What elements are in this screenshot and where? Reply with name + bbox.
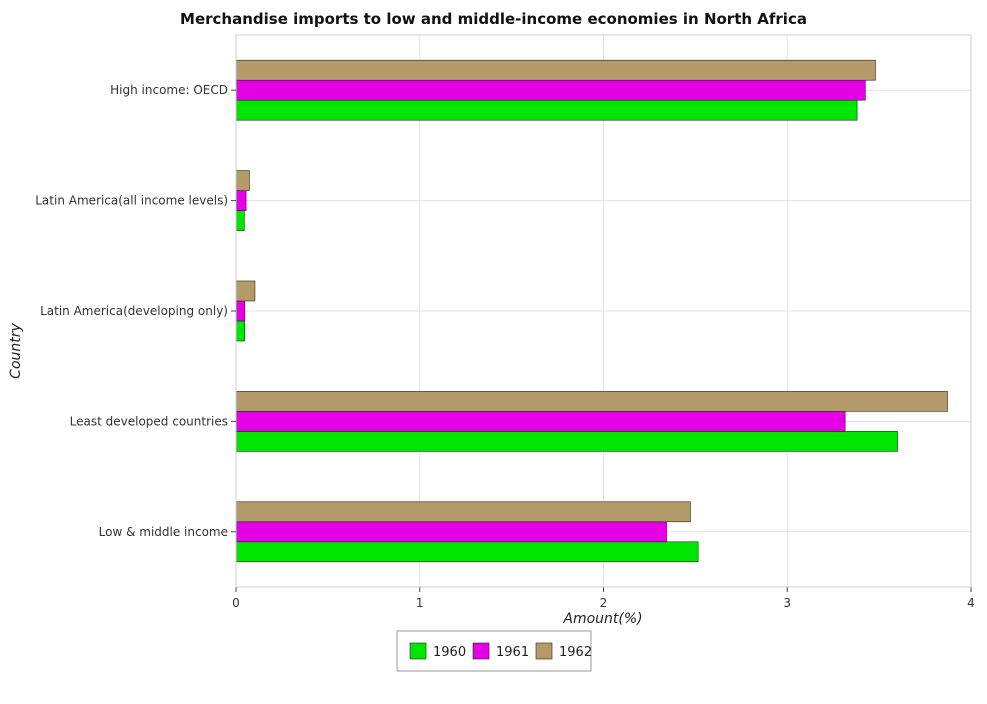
x-tick-label: 1 xyxy=(416,596,424,610)
bar-1962-0 xyxy=(235,59,876,81)
legend-label-1962: 1962 xyxy=(559,645,592,660)
bar-1962-2 xyxy=(235,280,256,302)
bar-1960-2 xyxy=(235,320,245,342)
bar-1961-3 xyxy=(235,411,846,432)
x-tick-label: 3 xyxy=(783,596,791,610)
bar-1960-4 xyxy=(235,541,699,563)
y-tick-label: Least developed countries xyxy=(70,414,228,428)
bar-1961-2 xyxy=(235,300,246,322)
x-tick-label: 4 xyxy=(967,596,975,610)
axes-layer: 0 1 2 3 4 High income: OECD Latin America(all … xyxy=(35,34,975,610)
legend-box xyxy=(396,630,592,672)
bar-1960-1 xyxy=(235,210,245,231)
x-tick-label: 2 xyxy=(600,596,608,610)
legend-swatch-1962 xyxy=(535,642,553,660)
legend-label-1960: 1960 xyxy=(433,645,466,660)
bar-1961-4 xyxy=(235,521,667,543)
bar-1962-3 xyxy=(235,391,948,412)
y-tick-label: Low & middle income xyxy=(99,525,228,539)
legend-swatch-1960 xyxy=(409,642,427,660)
y-tick-label: Latin America(all income levels) xyxy=(35,194,228,208)
y-tick-label: High income: OECD xyxy=(110,83,228,97)
y-axis-label: Country xyxy=(8,322,24,378)
bar-1960-3 xyxy=(235,431,898,452)
bar-1960-0 xyxy=(235,99,858,121)
legend: 1960 1961 1962 xyxy=(396,630,592,672)
bar-1961-1 xyxy=(235,190,247,211)
chart-title: Merchandise imports to low and middle-in… xyxy=(180,10,807,28)
bar-1962-1 xyxy=(235,170,250,191)
bar-1962-4 xyxy=(235,501,691,523)
bar-1961-0 xyxy=(235,79,866,101)
legend-swatch-1961 xyxy=(472,642,490,660)
x-axis-label: Amount(%) xyxy=(562,611,642,627)
bars-layer xyxy=(235,59,948,563)
y-tick-label: Latin America(developing only) xyxy=(40,304,228,318)
x-tick-label: 0 xyxy=(232,596,240,610)
legend-label-1961: 1961 xyxy=(496,645,529,660)
